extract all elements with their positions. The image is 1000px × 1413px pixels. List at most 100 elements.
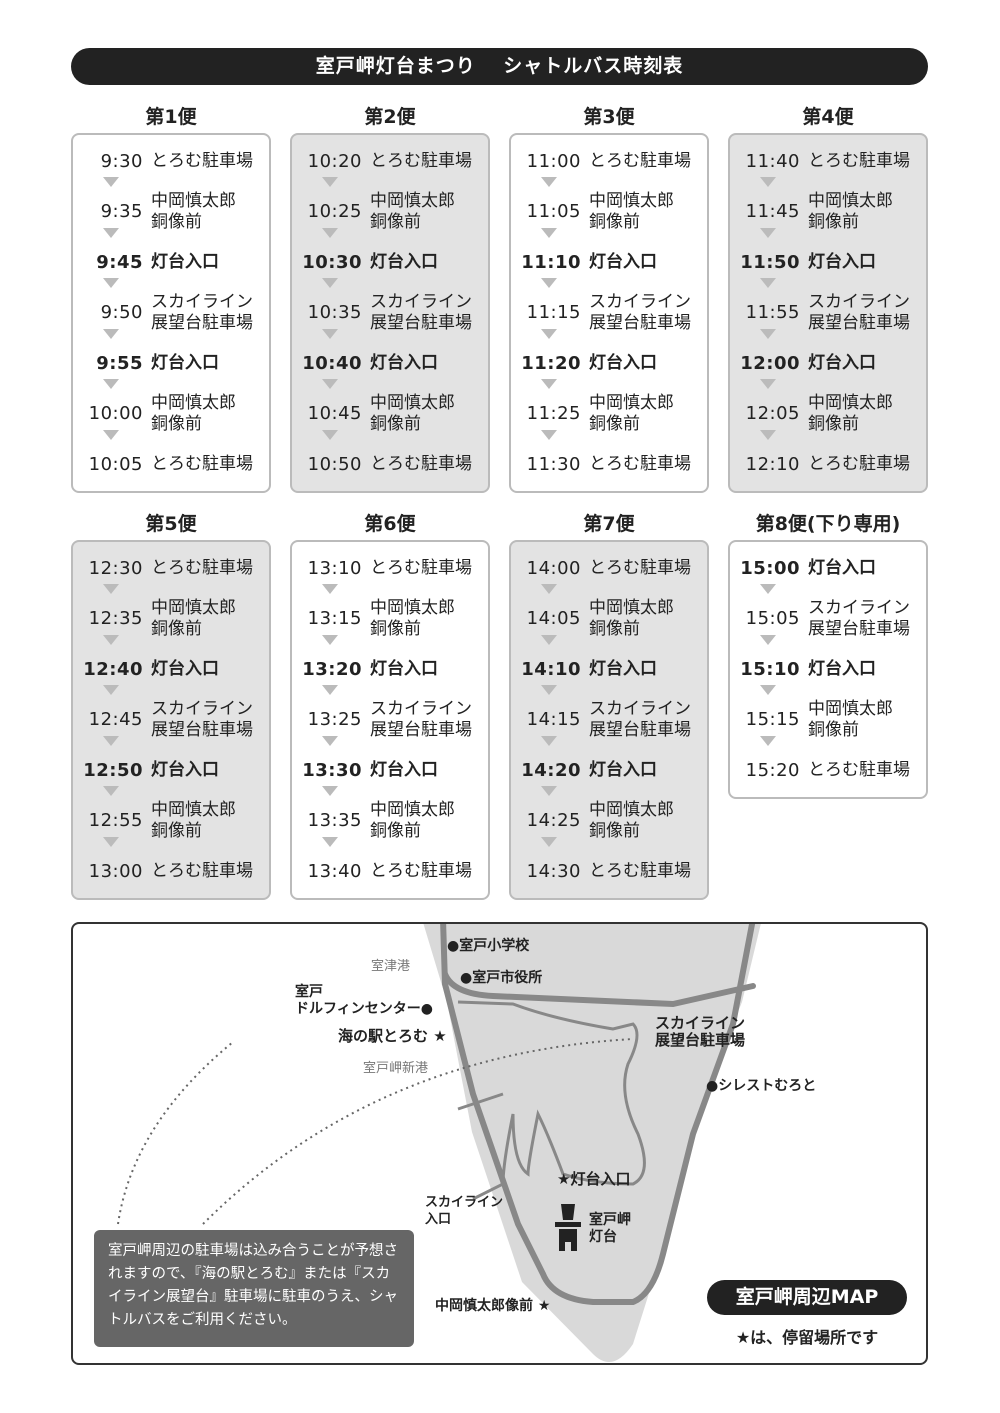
schedule-stop: 11:40 とろむ駐車場 [730, 139, 926, 183]
stop-time: 12:30 [88, 557, 143, 579]
schedule-stop: 12:55 中岡慎太郎 銅像前 [73, 799, 269, 843]
schedule-stop: 12:40 灯台入口 [73, 647, 269, 691]
down-arrow-icon [541, 278, 557, 288]
map-legend: ★は、停留場所です [735, 1328, 879, 1347]
stop-name: 灯台入口 [151, 352, 219, 373]
stop-name: とろむ駐車場 [589, 557, 691, 578]
schedule-stop: 14:25 中岡慎太郎 銅像前 [511, 799, 707, 843]
schedule-stop: 13:35 中岡慎太郎 銅像前 [292, 799, 488, 843]
stop-name: とろむ駐車場 [589, 150, 691, 171]
map-label-skyline-entrance: スカイライン 入口 [425, 1195, 504, 1227]
down-arrow-icon [541, 379, 557, 389]
stop-name: 中岡慎太郎 銅像前 [589, 597, 674, 639]
bus-schedule-card: 14:00 とろむ駐車場 14:05 中岡慎太郎 銅像前 14:10 灯台入口 14:15 ス… [509, 540, 709, 900]
stop-name: スカイライン 展望台駐車場 [370, 698, 472, 740]
stop-time: 12:45 [88, 709, 143, 730]
schedule-stop: 13:40 とろむ駐車場 [292, 849, 488, 893]
down-arrow-icon [103, 584, 119, 594]
stop-time: 13:00 [88, 860, 143, 882]
stop-time: 14:20 [521, 759, 581, 781]
stop-name: 中岡慎太郎 銅像前 [151, 392, 236, 434]
down-arrow-icon [103, 429, 119, 440]
bus-title: 第1便 [145, 106, 197, 128]
stop-name: 灯台入口 [151, 658, 219, 679]
stop-time: 10:05 [88, 453, 143, 475]
schedule-stop: 10:30 灯台入口 [292, 240, 488, 284]
schedule-stop: 12:00 灯台入口 [730, 341, 926, 385]
schedule-stop: 14:15 スカイライン 展望台駐車場 [511, 698, 707, 742]
stop-name: 灯台入口 [589, 352, 657, 373]
stop-time: 11:05 [526, 201, 581, 222]
schedule-stop: 12:35 中岡慎太郎 銅像前 [73, 597, 269, 641]
schedule-stop: 14:10 灯台入口 [511, 647, 707, 691]
down-arrow-icon [103, 836, 119, 847]
down-arrow-icon [760, 278, 776, 288]
stop-name: とろむ駐車場 [151, 557, 253, 578]
stop-name: とろむ駐車場 [151, 150, 253, 171]
schedule-stop: 11:15 スカイライン 展望台駐車場 [511, 291, 707, 335]
stop-name: 中岡慎太郎 銅像前 [151, 190, 236, 232]
page-title: 室戸岬灯台まつり シャトルバス時刻表 [71, 48, 928, 85]
down-arrow-icon [541, 685, 557, 695]
stop-name: スカイライン 展望台駐車場 [808, 597, 910, 639]
stop-name: 中岡慎太郎 銅像前 [808, 392, 893, 434]
stop-time: 12:05 [745, 403, 800, 424]
stop-time: 12:35 [88, 608, 143, 629]
stop-time: 9:55 [96, 352, 143, 374]
schedule-stop: 12:45 スカイライン 展望台駐車場 [73, 698, 269, 742]
schedule-stop: 13:10 とろむ駐車場 [292, 546, 488, 590]
stop-time: 13:35 [307, 810, 362, 831]
stop-time: 11:00 [526, 150, 581, 172]
schedule-stop: 10:35 スカイライン 展望台駐車場 [292, 291, 488, 335]
stop-name: 中岡慎太郎 銅像前 [808, 190, 893, 232]
stop-name: スカイライン 展望台駐車場 [151, 291, 253, 333]
parking-note: 室戸岬周辺の駐車場は込み合うことが予想されますので、『海の駅とろむ』または『スカ… [94, 1230, 414, 1347]
stop-name: とろむ駐車場 [808, 150, 910, 171]
stop-time: 14:25 [526, 810, 581, 831]
stop-name: 灯台入口 [589, 251, 657, 272]
stop-name: 中岡慎太郎 銅像前 [370, 597, 455, 639]
bus-schedule-card: 9:30 とろむ駐車場 9:35 中岡慎太郎 銅像前 9:45 灯台入口 9:50 スカイライ… [71, 133, 271, 493]
stop-time: 14:30 [526, 860, 581, 882]
stop-name: とろむ駐車場 [370, 453, 472, 474]
stop-time: 10:30 [302, 251, 362, 273]
schedule-stop: 14:00 とろむ駐車場 [511, 546, 707, 590]
stop-time: 14:00 [526, 557, 581, 579]
area-map: ●室戸小学校 室津港 ●室戸市役所 室戸 ドルフィンセンター● 海の駅とろむ ★… [71, 922, 928, 1365]
map-label-murotsu-port: 室津港 [371, 959, 411, 974]
down-arrow-icon [103, 328, 119, 339]
stop-time: 12:10 [745, 453, 800, 475]
schedule-stop: 11:30 とろむ駐車場 [511, 442, 707, 486]
stop-name: スカイライン 展望台駐車場 [589, 698, 691, 740]
stop-time: 9:50 [100, 302, 143, 323]
down-arrow-icon [760, 685, 776, 695]
stop-time: 10:00 [88, 403, 143, 424]
schedule-stop: 15:00 灯台入口 [730, 546, 926, 590]
stop-time: 15:20 [745, 759, 800, 781]
stop-name: 灯台入口 [370, 759, 438, 780]
schedule-stop: 12:10 とろむ駐車場 [730, 442, 926, 486]
down-arrow-icon [322, 685, 338, 695]
map-label-lighthouse-entrance: ★灯台入口 [557, 1170, 631, 1188]
stop-time: 11:55 [745, 302, 800, 323]
schedule-stop: 10:45 中岡慎太郎 銅像前 [292, 392, 488, 436]
stop-name: とろむ駐車場 [808, 453, 910, 474]
route-arrows [117, 1038, 634, 1225]
down-arrow-icon [760, 634, 776, 645]
schedule-stop: 10:20 とろむ駐車場 [292, 139, 488, 183]
stop-time: 13:20 [302, 658, 362, 680]
stop-name: とろむ駐車場 [589, 860, 691, 881]
down-arrow-icon [541, 836, 557, 847]
stop-name: とろむ駐車場 [151, 860, 253, 881]
schedule-stop: 9:50 スカイライン 展望台駐車場 [73, 291, 269, 335]
bus-title: 第2便 [364, 106, 416, 128]
stop-name: 灯台入口 [808, 557, 876, 578]
stop-time: 9:30 [100, 150, 143, 172]
down-arrow-icon [103, 227, 119, 238]
stop-name: 灯台入口 [808, 251, 876, 272]
down-arrow-icon [322, 429, 338, 440]
bus-schedule-card: 13:10 とろむ駐車場 13:15 中岡慎太郎 銅像前 13:20 灯台入口 13:25 ス… [290, 540, 490, 900]
stop-time: 11:30 [526, 453, 581, 475]
down-arrow-icon [322, 227, 338, 238]
